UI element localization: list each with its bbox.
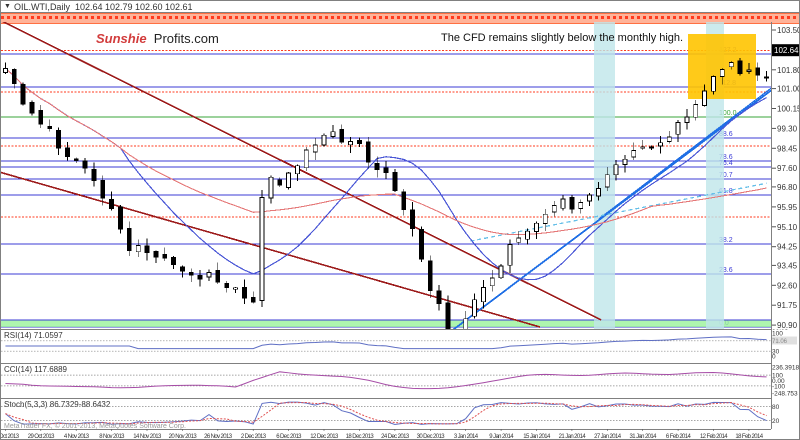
svg-text:4 Nov 2013: 4 Nov 2013 xyxy=(64,434,90,440)
svg-text:12 Feb 2014: 12 Feb 2014 xyxy=(700,434,728,440)
svg-text:15 Jan 2014: 15 Jan 2014 xyxy=(523,434,551,440)
svg-text:93.45: 93.45 xyxy=(777,261,798,270)
svg-text:92.60: 92.60 xyxy=(777,281,798,290)
svg-text:14 Nov 2013: 14 Nov 2013 xyxy=(133,434,162,440)
svg-text:8 Nov 2013: 8 Nov 2013 xyxy=(99,434,125,440)
svg-text:23 Oct 2013: 23 Oct 2013 xyxy=(1,434,20,440)
svg-text:CCI(14) 117.6889: CCI(14) 117.6889 xyxy=(4,365,68,374)
svg-text:102.64: 102.64 xyxy=(774,46,799,55)
svg-text:91.75: 91.75 xyxy=(777,301,798,310)
svg-text:MetaTrader FX, © 2001-2013, Me: MetaTrader FX, © 2001-2013, MetaQuotes S… xyxy=(4,422,186,429)
svg-text:6 Feb 2014: 6 Feb 2014 xyxy=(666,434,692,440)
svg-text:9 Jan 2014: 9 Jan 2014 xyxy=(489,434,514,440)
svg-text:99.30: 99.30 xyxy=(777,124,798,133)
svg-text:98.45: 98.45 xyxy=(777,144,798,153)
svg-text:94.25: 94.25 xyxy=(777,243,798,252)
svg-text:31 Jan 2014: 31 Jan 2014 xyxy=(629,434,657,440)
svg-text:29 Oct 2013: 29 Oct 2013 xyxy=(28,434,55,440)
svg-text:95.95: 95.95 xyxy=(777,203,798,212)
svg-text:18 Dec 2013: 18 Dec 2013 xyxy=(346,434,375,440)
svg-text:100.15: 100.15 xyxy=(777,105,800,114)
svg-text:95.10: 95.10 xyxy=(777,223,798,232)
svg-text:18 Feb 2014: 18 Feb 2014 xyxy=(735,434,763,440)
svg-text:2 Dec 2013: 2 Dec 2013 xyxy=(241,434,267,440)
svg-text:103.50: 103.50 xyxy=(777,26,800,35)
svg-text:101.00: 101.00 xyxy=(777,85,800,94)
svg-text:101.80: 101.80 xyxy=(777,66,800,75)
svg-text:26 Nov 2013: 26 Nov 2013 xyxy=(204,434,233,440)
svg-text:30 Dec 2013: 30 Dec 2013 xyxy=(417,434,446,440)
svg-text:27 Jan 2014: 27 Jan 2014 xyxy=(594,434,622,440)
svg-text:20 Nov 2013: 20 Nov 2013 xyxy=(169,434,198,440)
svg-text:RSI(14) 71.0597: RSI(14) 71.0597 xyxy=(4,331,63,340)
svg-text:3 Jan 2014: 3 Jan 2014 xyxy=(454,434,479,440)
svg-text:12 Dec 2013: 12 Dec 2013 xyxy=(310,434,339,440)
svg-text:21 Jan 2014: 21 Jan 2014 xyxy=(559,434,587,440)
svg-text:97.60: 97.60 xyxy=(777,164,798,173)
svg-text:6 Dec 2013: 6 Dec 2013 xyxy=(276,434,302,440)
svg-text:Stoch(5,3,3) 86.7329-88.6432: Stoch(5,3,3) 86.7329-88.6432 xyxy=(4,400,111,409)
svg-text:24 Dec 2013: 24 Dec 2013 xyxy=(381,434,410,440)
svg-text:90.90: 90.90 xyxy=(777,321,798,329)
svg-text:96.80: 96.80 xyxy=(777,183,798,192)
